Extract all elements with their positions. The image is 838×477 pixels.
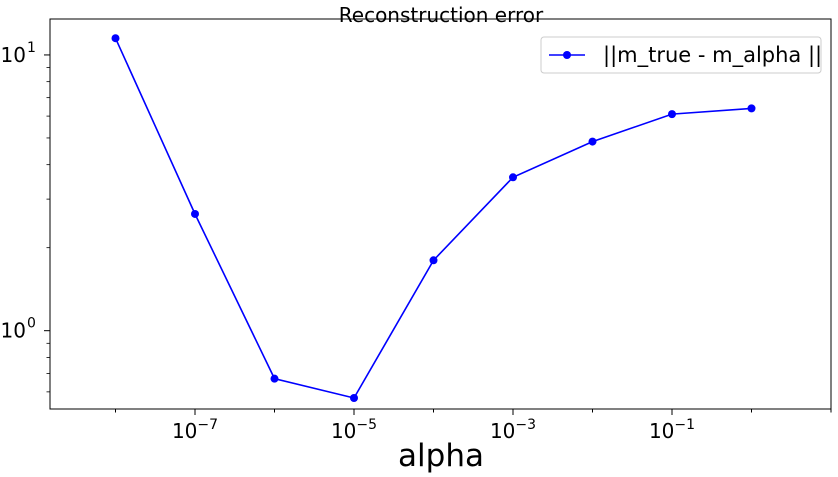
legend: ||m_true - m_alpha ||: [540, 36, 822, 74]
series-layer: [111, 34, 756, 403]
data-point: [509, 173, 518, 182]
data-point: [350, 394, 359, 403]
y-tick-label: 10: [1, 43, 26, 67]
x-tick-label: 10−3: [490, 417, 536, 443]
legend-box: [540, 36, 822, 74]
x-tick-label: 10−5: [331, 417, 377, 443]
series-line: [114, 37, 752, 399]
plot-frame: [49, 18, 832, 410]
legend-marker: [563, 51, 571, 59]
x-tick-label: 10−1: [649, 417, 695, 443]
y-tick-exponent: 0: [27, 316, 36, 332]
chart-title: Reconstruction error: [339, 3, 544, 27]
legend-label: ||m_true - m_alpha ||: [603, 43, 822, 68]
y-tick-exponent: 1: [27, 40, 36, 56]
data-point: [191, 209, 200, 218]
data-point: [111, 34, 120, 43]
data-point: [429, 256, 438, 265]
data-point: [747, 104, 756, 113]
x-axis-label: alpha: [398, 438, 484, 474]
data-point: [668, 110, 677, 119]
data-point: [588, 137, 597, 146]
x-tick-label: 10−7: [172, 417, 218, 443]
data-point: [270, 374, 279, 383]
y-tick-label: 10: [1, 319, 26, 343]
